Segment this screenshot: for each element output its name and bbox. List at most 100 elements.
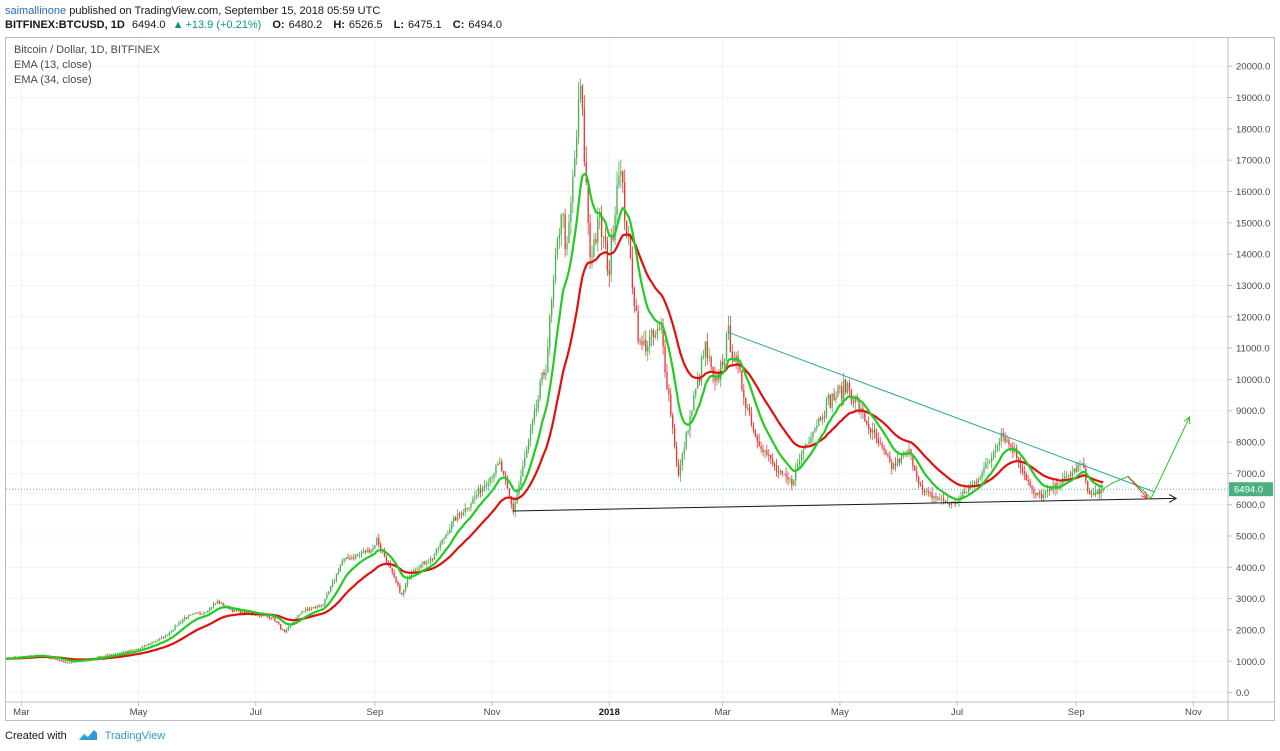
candle-body	[418, 568, 420, 570]
candle-body	[891, 462, 893, 469]
grid-lines	[6, 38, 1228, 702]
candle-body	[189, 614, 192, 616]
candle-body	[379, 544, 382, 550]
candle-body	[1067, 475, 1070, 477]
candle-body	[112, 653, 115, 655]
candle-body	[620, 171, 622, 176]
candle-body	[1077, 464, 1079, 472]
candle-body	[1073, 468, 1075, 473]
chart-area[interactable]: 0.0 1000.0 2000.0 3000.0 4000.0 5000.0 6000.0 7…	[5, 37, 1275, 721]
candle-body	[433, 554, 436, 560]
axes: 0.0 1000.0 2000.0 3000.0 4000.0 5000.0 6000.0 7…	[6, 38, 1274, 720]
candle-body	[648, 336, 651, 346]
candle-body	[977, 479, 979, 483]
candle-body	[841, 386, 843, 400]
candle-body	[191, 614, 194, 616]
tradingview-brand-link[interactable]: TradingView	[104, 730, 166, 742]
candle-body	[802, 449, 805, 454]
candle-body	[919, 484, 922, 486]
candle-body	[933, 496, 935, 499]
candle-body	[210, 607, 213, 609]
candle-body	[114, 653, 117, 655]
candle-body	[134, 649, 136, 651]
x-tick-label: Nov	[484, 707, 501, 718]
candle-body	[424, 561, 426, 564]
candle-body	[301, 611, 303, 614]
candle-body	[900, 455, 903, 463]
candle-body	[182, 619, 184, 623]
candle-body	[109, 654, 111, 656]
candle-body	[401, 592, 403, 595]
candle-body	[960, 496, 962, 498]
candle-body	[372, 548, 374, 551]
candle-body	[806, 444, 808, 446]
author-link[interactable]: saimallinone	[5, 5, 67, 17]
candle-body	[731, 352, 733, 359]
candle-body	[414, 569, 416, 572]
candle-body	[456, 513, 459, 521]
candle-body	[704, 341, 707, 357]
candle-body	[597, 217, 599, 243]
candle-body	[762, 449, 764, 452]
candle-body	[499, 461, 501, 465]
candle-body	[964, 491, 966, 493]
candle-body	[470, 503, 472, 508]
candle-body	[629, 233, 632, 258]
candle-body	[996, 445, 999, 451]
candle-body	[1033, 489, 1035, 494]
candle-body	[818, 418, 820, 426]
candle-body	[545, 372, 547, 376]
candle-body	[675, 446, 678, 463]
candle-body	[729, 325, 732, 353]
y-tick-label: 17000.0	[1236, 156, 1270, 167]
candle-body	[356, 554, 359, 556]
candle-body	[245, 611, 247, 614]
candle-body	[966, 492, 968, 494]
y-tick-label: 16000.0	[1236, 187, 1270, 198]
candle-body	[527, 439, 530, 450]
candle-body	[454, 517, 457, 521]
legend-ema-slow[interactable]: EMA (34, close)	[14, 74, 92, 86]
legend-ema-fast[interactable]: EMA (13, close)	[14, 59, 92, 71]
candle-body	[912, 454, 914, 467]
candle-body	[59, 660, 61, 662]
candle-body	[53, 658, 55, 660]
candle-body	[447, 533, 449, 535]
candle-body	[639, 341, 641, 343]
candle-body	[821, 416, 824, 420]
candle-body	[305, 608, 307, 611]
candle-body	[931, 493, 933, 499]
publication-line: saimallinone published on TradingView.co…	[5, 3, 380, 19]
y-tick-label: 10000.0	[1236, 375, 1270, 386]
candle-body	[574, 158, 576, 177]
ema-fast-line	[6, 172, 1104, 663]
candle-body	[942, 498, 945, 501]
candle-body	[879, 443, 881, 445]
candle-body	[232, 609, 234, 612]
candle-body	[351, 557, 353, 560]
candle-body	[768, 454, 770, 456]
candle-body	[349, 558, 351, 560]
candle-body	[831, 393, 833, 408]
candle-body	[819, 418, 822, 420]
tradingview-logo-icon[interactable]	[78, 729, 98, 741]
chart-canvas[interactable]: 0.0 1000.0 2000.0 3000.0 4000.0 5000.0 6000.0 7…	[6, 38, 1275, 721]
candle-body	[64, 661, 67, 663]
candle-body	[812, 431, 814, 438]
legend-main-series[interactable]: Bitcoin / Dollar, 1D, BITFINEX	[14, 44, 161, 56]
candle-body	[172, 629, 174, 632]
candle-body	[635, 305, 637, 312]
candle-body	[554, 254, 557, 280]
candle-body	[743, 389, 745, 399]
candle-body	[587, 182, 589, 223]
candle-body	[710, 357, 712, 367]
candle-body	[1075, 468, 1077, 472]
candle-body	[741, 369, 743, 390]
candle-body	[750, 413, 753, 425]
candle-body	[695, 388, 697, 396]
candle-body	[927, 491, 929, 493]
candle-body	[166, 635, 169, 637]
candle-body	[460, 514, 463, 516]
y-tick-label: 9000.0	[1236, 406, 1265, 417]
candle-body	[773, 463, 776, 466]
